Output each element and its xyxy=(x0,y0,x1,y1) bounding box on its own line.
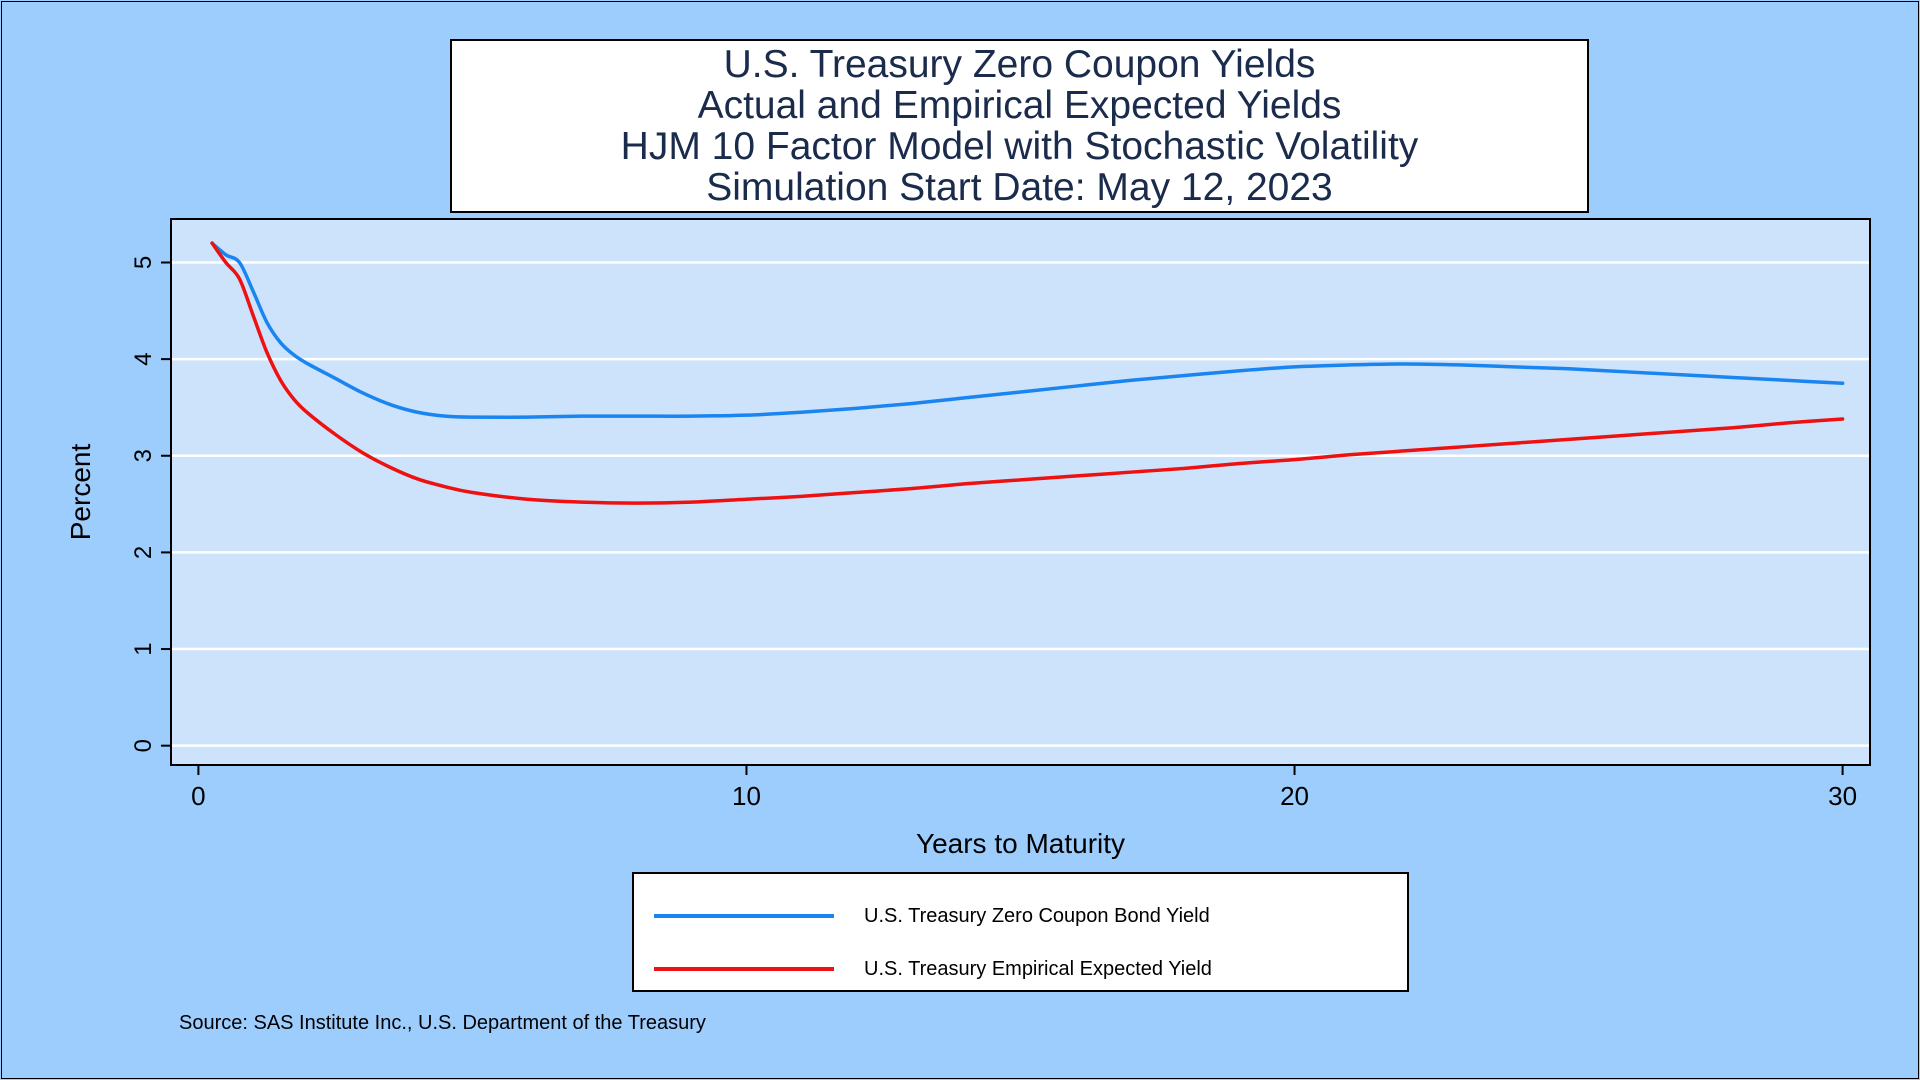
series-line-empirical xyxy=(210,241,1845,505)
chart-title-line-1: U.S. Treasury Zero Coupon Yields xyxy=(723,43,1316,86)
legend-swatch-zero-coupon xyxy=(654,914,834,918)
y-tick-label-3: 3 xyxy=(130,449,157,462)
x-tick-label-30: 30 xyxy=(1828,781,1857,811)
x-axis-label: Years to Maturity xyxy=(916,828,1125,859)
y-tick-label-1: 1 xyxy=(130,642,157,655)
y-axis-label: Percent xyxy=(65,444,96,541)
legend-label-empirical: U.S. Treasury Empirical Expected Yield xyxy=(864,958,1212,980)
legend-item-zero-coupon: U.S. Treasury Zero Coupon Bond Yield xyxy=(634,901,1407,931)
chart-title-line-2: Actual and Empirical Expected Yields xyxy=(697,84,1342,127)
legend-label-zero-coupon: U.S. Treasury Zero Coupon Bond Yield xyxy=(864,905,1210,927)
legend-item-empirical: U.S. Treasury Empirical Expected Yield xyxy=(634,954,1407,984)
chart-title-line-3: HJM 10 Factor Model with Stochastic Vola… xyxy=(620,125,1419,168)
plot-area xyxy=(170,218,1871,766)
x-tick-label-10: 10 xyxy=(732,781,761,811)
x-tick-label-20: 20 xyxy=(1280,781,1309,811)
y-tick-label-4: 4 xyxy=(130,352,157,365)
axes: 0 1 2 3 4 5 0 10 20 30 xyxy=(130,256,1857,811)
y-tick-label-5: 5 xyxy=(130,256,157,269)
x-tick-label-0: 0 xyxy=(191,781,205,811)
source-note: Source: SAS Institute Inc., U.S. Departm… xyxy=(179,1012,706,1034)
gridlines xyxy=(172,261,1869,747)
legend-swatch-empirical xyxy=(654,967,834,971)
legend: U.S. Treasury Zero Coupon Bond Yield U.S… xyxy=(632,872,1409,992)
series-line-zero-coupon xyxy=(210,241,1845,419)
chart-title-line-4: Simulation Start Date: May 12, 2023 xyxy=(706,166,1333,209)
y-tick-label-0: 0 xyxy=(130,739,157,752)
chart-title-box: U.S. Treasury Zero Coupon Yields Actual … xyxy=(450,39,1589,213)
y-tick-label-2: 2 xyxy=(130,546,157,559)
series-lines xyxy=(210,241,1845,505)
